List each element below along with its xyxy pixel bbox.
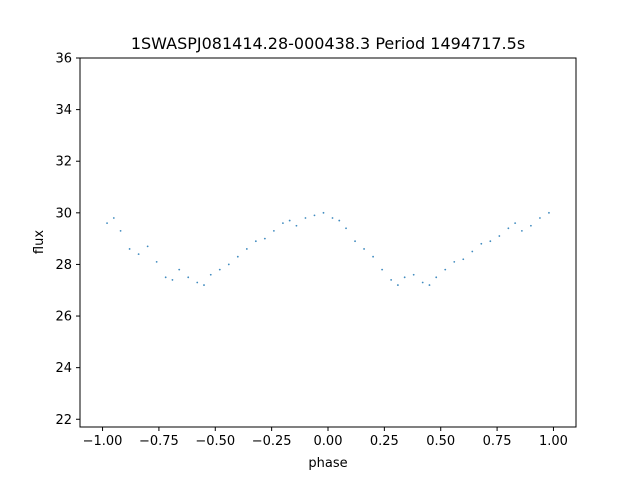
data-point <box>313 214 316 217</box>
data-point <box>295 224 298 227</box>
data-point <box>372 255 374 258</box>
data-point <box>263 237 266 240</box>
data-point <box>304 217 307 219</box>
data-point <box>331 217 334 219</box>
data-point <box>203 284 205 286</box>
data-point <box>390 279 393 281</box>
y-tick-label: 36 <box>55 52 72 67</box>
x-axis-label: phase <box>308 456 347 471</box>
data-point <box>421 281 424 284</box>
data-point <box>489 240 492 243</box>
data-point <box>548 211 550 214</box>
data-point <box>282 222 284 225</box>
data-point <box>164 276 167 279</box>
data-point <box>403 276 406 279</box>
data-point <box>227 263 230 266</box>
data-point <box>471 250 474 253</box>
data-point <box>137 253 140 256</box>
data-point <box>428 284 431 286</box>
chart-title: 1SWASPJ081414.28-000438.3 Period 1494717… <box>131 34 525 53</box>
data-point <box>498 235 501 237</box>
data-point <box>345 227 347 230</box>
data-point <box>396 284 399 286</box>
y-axis-label: flux <box>32 230 47 254</box>
data-point <box>146 245 149 248</box>
data-point <box>187 276 190 279</box>
data-point <box>507 227 510 230</box>
x-tick-label: 0.50 <box>426 434 455 449</box>
data-point <box>322 211 325 214</box>
data-point <box>412 273 415 276</box>
data-point <box>254 240 257 243</box>
data-point <box>178 268 181 271</box>
data-point <box>128 248 131 250</box>
y-tick-label: 24 <box>55 361 72 376</box>
data-point <box>530 224 532 227</box>
data-point <box>288 219 291 222</box>
x-tick-label: 0.25 <box>370 434 399 449</box>
data-point <box>539 217 541 219</box>
data-point <box>209 273 212 276</box>
x-tick-label: −1.00 <box>83 434 123 449</box>
x-tick-label: −0.25 <box>252 434 292 449</box>
y-tick-label: 32 <box>55 155 72 170</box>
y-tick-label: 34 <box>55 103 72 118</box>
data-point <box>155 260 158 263</box>
data-point <box>435 276 438 279</box>
y-tick-label: 30 <box>55 206 72 221</box>
x-tick-label: 1.00 <box>539 434 568 449</box>
data-point <box>112 217 115 219</box>
y-axis: 22 24 26 28 30 32 34 36 <box>55 52 80 428</box>
data-point <box>106 222 108 225</box>
y-tick-label: 22 <box>55 413 72 428</box>
data-point <box>514 222 517 225</box>
data-point <box>119 229 122 232</box>
data-point <box>236 255 239 258</box>
y-tick-label: 26 <box>55 310 72 325</box>
plot-frame <box>79 57 577 428</box>
data-point <box>381 268 384 271</box>
data-point <box>520 229 523 232</box>
x-tick-label: −0.75 <box>139 434 179 449</box>
x-tick-label: 0.75 <box>483 434 512 449</box>
data-point <box>444 268 447 271</box>
data-point <box>171 279 174 281</box>
data-point <box>453 260 456 263</box>
data-point <box>218 268 221 271</box>
y-tick-label: 28 <box>55 258 72 273</box>
data-point <box>338 219 341 222</box>
x-tick-label: 0.00 <box>314 434 343 449</box>
x-axis: −1.00 −0.75 −0.50 −0.25 0.00 0.25 0.50 0.75 1.00 <box>83 427 568 449</box>
data-point <box>363 248 365 250</box>
data-point <box>272 229 275 232</box>
data-point <box>462 258 465 261</box>
data-points <box>106 211 550 286</box>
data-point <box>196 281 199 284</box>
x-tick-label: −0.50 <box>195 434 235 449</box>
data-point <box>480 242 483 245</box>
data-point <box>245 248 248 250</box>
data-point <box>354 240 356 243</box>
